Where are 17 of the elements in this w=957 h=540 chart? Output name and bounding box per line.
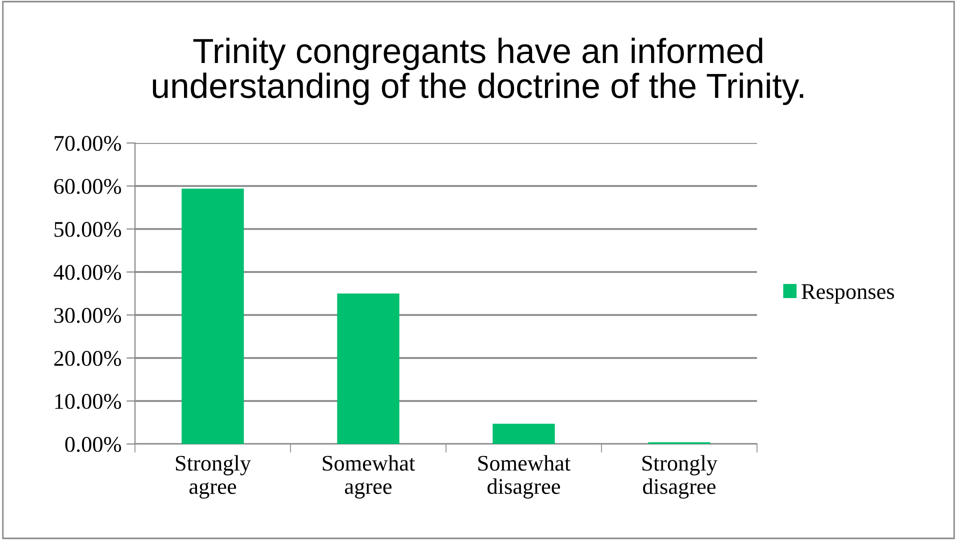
x-tick-label: Somewhat agree	[322, 455, 416, 499]
x-tick-label: Somewhat disagree	[478, 455, 571, 499]
y-tick-label: 40.00%	[54, 264, 122, 280]
bar	[182, 188, 244, 444]
legend-label: Responses	[802, 284, 894, 304]
y-tick-label: 0.00%	[65, 436, 122, 452]
x-tick-label: Strongly disagree	[642, 455, 718, 499]
y-tick-label: 60.00%	[54, 178, 122, 194]
y-tick-label: 10.00%	[55, 394, 122, 410]
y-tick-label: 20.00%	[54, 350, 122, 366]
bar	[337, 294, 400, 444]
y-tick-label: 70.00%	[54, 136, 122, 152]
bar	[492, 424, 555, 444]
y-tick-label: 50.00%	[54, 222, 122, 238]
y-tick-label: 30.00%	[54, 308, 122, 324]
x-tick-label: Strongly agree	[176, 455, 251, 499]
chart-title: Trinity congregants have an informed understanding of the doctrine of the Trinity.	[152, 38, 804, 106]
